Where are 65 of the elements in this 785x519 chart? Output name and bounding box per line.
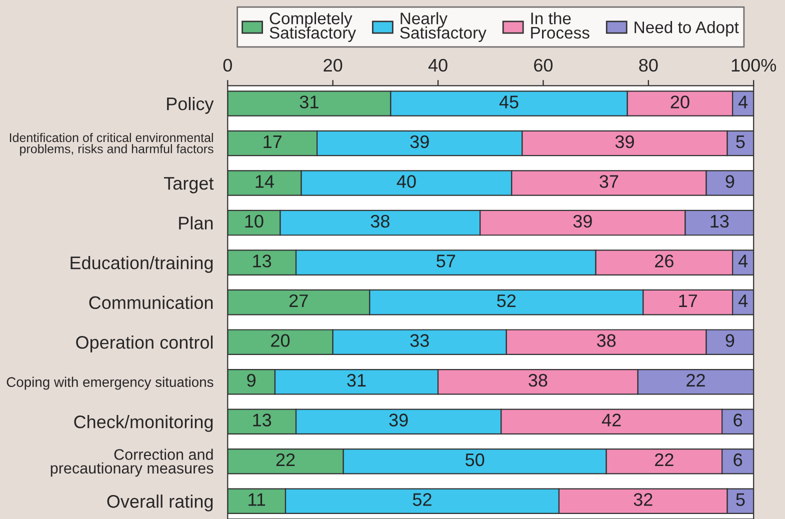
data-label: 40: [396, 175, 416, 188]
y-tick-label: Education/training: [70, 256, 213, 273]
data-label: 37: [600, 175, 618, 188]
data-label: 9: [726, 334, 734, 347]
data-label: 27: [290, 294, 308, 307]
data-label: 4: [738, 96, 748, 108]
y-tick-label: Overall rating: [107, 494, 213, 512]
data-label: 10: [245, 214, 264, 228]
legend-label: Need to Adopt: [634, 20, 739, 37]
data-label: 26: [655, 254, 674, 268]
x-tick-label: 100%: [732, 58, 776, 72]
x-tick-label: 80: [639, 58, 658, 72]
legend-label: In the Process: [531, 12, 590, 39]
data-label: 13: [253, 414, 272, 426]
y-tick-label: Coping with emergency situations: [6, 376, 214, 390]
data-label: 4: [738, 294, 748, 307]
x-tick-label: 60: [534, 58, 553, 72]
y-tick-label: Plan: [179, 216, 213, 230]
data-label: 9: [247, 374, 256, 387]
data-label: 22: [276, 453, 295, 466]
y-tick-label: Correction and precautionary measures: [50, 448, 214, 477]
y-tick-label: Operation control: [76, 336, 213, 352]
y-tick-label: Communication: [89, 296, 213, 310]
data-label: 6: [734, 414, 742, 426]
data-label: 22: [686, 374, 705, 387]
data-label: 14: [256, 175, 274, 188]
data-label: 31: [300, 96, 318, 108]
data-label: 38: [528, 374, 548, 387]
x-tick-label: 40: [428, 58, 448, 72]
data-label: 13: [710, 214, 729, 228]
data-label: 38: [370, 214, 390, 228]
x-tick-label: 0: [223, 58, 232, 72]
data-label: 45: [499, 96, 518, 108]
data-label: 39: [410, 135, 429, 148]
data-label: 33: [410, 334, 429, 347]
data-label: 9: [726, 175, 734, 188]
y-tick-label: Policy: [167, 96, 214, 114]
data-label: 17: [679, 294, 697, 307]
data-label: 39: [573, 214, 592, 228]
legend-label: Completely Satisfactory: [270, 12, 356, 42]
data-label: 20: [271, 334, 290, 347]
data-label: 22: [655, 453, 674, 466]
x-tick-label: 20: [324, 58, 342, 72]
data-label: 6: [734, 453, 742, 466]
data-label: 50: [466, 453, 484, 466]
data-label: 42: [602, 414, 621, 426]
data-label: 5: [736, 136, 745, 148]
y-tick-label: Check/monitoring: [74, 415, 213, 432]
data-label: 52: [497, 294, 516, 308]
data-label: 5: [736, 493, 745, 506]
data-label: 32: [634, 493, 652, 506]
data-label: 17: [264, 136, 282, 148]
y-tick-label: Identification of critical environmental problems, risks and harmful factors: [10, 132, 214, 156]
data-label: 4: [738, 254, 748, 268]
data-label: 13: [253, 254, 272, 268]
legend-label: Nearly Satisfactory: [400, 12, 486, 42]
data-label: 38: [596, 334, 616, 347]
data-label: 11: [248, 493, 266, 506]
data-label: 57: [436, 254, 456, 268]
data-label: 52: [412, 493, 432, 506]
data-label: 39: [615, 135, 634, 148]
y-tick-label: Target: [164, 177, 214, 194]
data-label: 20: [670, 96, 690, 108]
data-label: 39: [389, 414, 408, 426]
data-label: 31: [347, 374, 366, 387]
